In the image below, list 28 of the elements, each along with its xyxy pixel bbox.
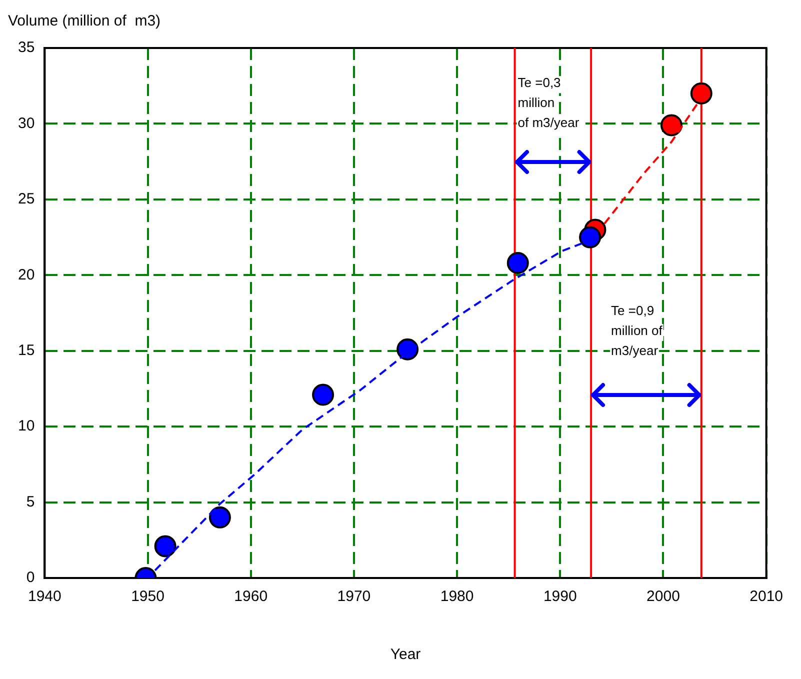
point: [660, 114, 682, 136]
x-tick-label: 1950: [131, 588, 164, 606]
y-axis-title: Volume (million of m3): [8, 12, 161, 30]
annotation: Te =0,9 million of m3/year: [611, 303, 663, 358]
annotation: Te =0,3 million of m3/year: [518, 75, 580, 130]
x-tick-label: 1940: [28, 588, 62, 606]
point: [154, 535, 176, 558]
point: [690, 82, 712, 104]
y-tick-label: 25: [18, 190, 35, 208]
point: [396, 338, 419, 360]
y-tick-label: 30: [18, 114, 35, 132]
x-tick-label: 1970: [337, 588, 371, 606]
y-tick-label: 10: [18, 418, 35, 435]
y-tick-label: 5: [26, 493, 35, 510]
point: [208, 506, 231, 528]
y-tick-label: 15: [18, 342, 35, 359]
point: [579, 226, 602, 248]
x-tick-label: 1980: [440, 588, 474, 606]
y-tick-label: 35: [18, 39, 35, 56]
x-tick-label: 2000: [646, 588, 680, 606]
x-axis-title: Year: [390, 646, 421, 664]
x-tick-label: 1960: [234, 588, 268, 606]
point: [312, 384, 334, 406]
y-tick-label: 20: [18, 266, 35, 284]
x-tick-label: 1990: [543, 588, 577, 606]
point: [506, 252, 529, 274]
x-tick-label: 2010: [750, 588, 784, 606]
y-tick-label: 0: [26, 569, 35, 586]
